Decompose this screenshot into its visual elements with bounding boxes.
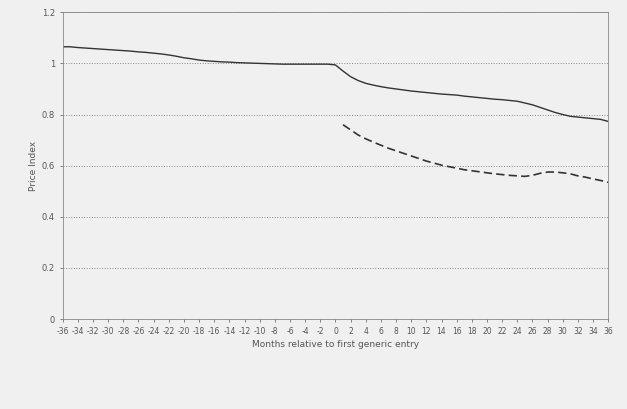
Line: Generic producers: Generic producers <box>343 125 608 182</box>
Generic producers <box>347 128 354 133</box>
Generic producers <box>369 140 377 145</box>
Generic producers <box>582 175 589 180</box>
Generic producers <box>567 171 574 176</box>
Generic producers <box>453 166 460 171</box>
Generic producers <box>529 173 536 178</box>
Originators <box>241 61 248 65</box>
Generic producers <box>589 177 597 182</box>
Originators <box>514 99 521 104</box>
Generic producers <box>498 172 506 177</box>
Originators <box>180 55 187 60</box>
Generic producers <box>423 159 430 164</box>
Generic producers <box>514 173 521 178</box>
Generic producers <box>551 170 559 175</box>
Generic producers <box>574 173 582 178</box>
Generic producers <box>506 173 514 178</box>
Generic producers <box>604 180 612 185</box>
Generic producers <box>445 164 453 169</box>
Originators <box>59 44 66 49</box>
Originators <box>604 119 612 124</box>
Generic producers <box>430 161 438 166</box>
Generic producers <box>521 174 529 179</box>
Originators <box>529 102 536 107</box>
Generic producers <box>468 169 475 173</box>
Generic producers <box>400 151 408 156</box>
Generic producers <box>460 167 468 172</box>
Generic producers <box>483 170 491 175</box>
X-axis label: Months relative to first generic entry: Months relative to first generic entry <box>252 340 419 349</box>
Generic producers <box>415 156 423 161</box>
Generic producers <box>393 148 400 153</box>
Generic producers <box>385 146 393 151</box>
Generic producers <box>544 170 551 175</box>
Originators <box>551 110 559 115</box>
Generic producers <box>536 171 544 176</box>
Y-axis label: Price Index: Price Index <box>29 141 38 191</box>
Generic producers <box>597 178 604 183</box>
Generic producers <box>491 171 498 176</box>
Line: Originators: Originators <box>63 47 608 121</box>
Generic producers <box>362 136 369 141</box>
Generic producers <box>377 143 384 148</box>
Generic producers <box>438 163 445 168</box>
Generic producers <box>408 153 415 158</box>
Originators <box>332 63 339 67</box>
Generic producers <box>476 169 483 174</box>
Generic producers <box>354 133 362 137</box>
Generic producers <box>339 122 347 127</box>
Generic producers <box>559 170 566 175</box>
